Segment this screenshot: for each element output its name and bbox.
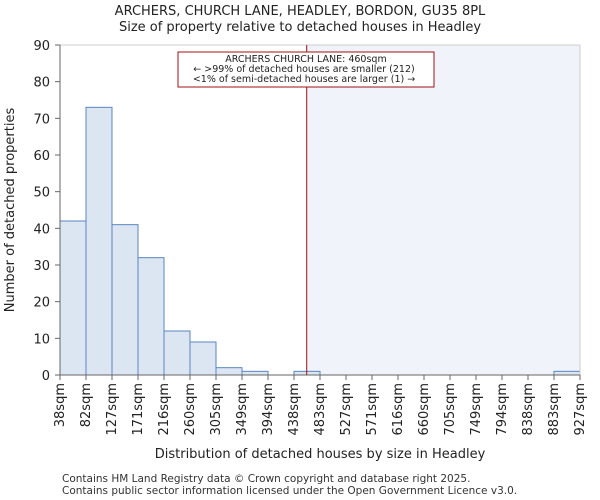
annotation-box: ARCHERS CHURCH LANE: 460sqm ← >99% of de…: [177, 51, 435, 88]
y-tick-label: 0: [42, 369, 50, 384]
x-tick-label: 82sqm: [79, 383, 94, 427]
bar: [189, 341, 217, 376]
x-tick-label: 127sqm: [105, 383, 120, 436]
bar: [215, 367, 243, 376]
x-tick-label: 483sqm: [313, 383, 328, 436]
bar: [111, 224, 139, 376]
x-tick-label: 305sqm: [209, 383, 224, 436]
x-tick-label: 349sqm: [235, 383, 250, 436]
x-tick-label: 171sqm: [131, 383, 146, 436]
x-tick-label: 260sqm: [183, 383, 198, 436]
bar: [59, 220, 87, 376]
annotation-line-3: <1% of semi-detached houses are larger (…: [193, 74, 415, 85]
y-tick-label: 80: [33, 76, 50, 91]
x-tick-label: 527sqm: [339, 383, 354, 436]
y-tick-label: 50: [33, 186, 50, 201]
x-tick-label: 216sqm: [157, 383, 172, 436]
y-tick-label: 70: [33, 112, 50, 127]
bar: [241, 370, 269, 376]
x-tick-label: 838sqm: [521, 383, 536, 436]
chart-subtitle: Size of property relative to detached ho…: [118, 20, 482, 35]
y-tick-label: 30: [33, 259, 50, 274]
chart-title: ARCHERS, CHURCH LANE, HEADLEY, BORDON, G…: [114, 4, 486, 19]
footer-line-2: Contains public sector information licen…: [62, 485, 518, 497]
x-tick-label: 749sqm: [469, 383, 484, 436]
bar: [137, 257, 165, 376]
y-tick-label: 10: [33, 332, 50, 347]
x-tick-label: 616sqm: [391, 383, 406, 436]
bar: [163, 330, 191, 376]
footer-line-1: Contains HM Land Registry data © Crown c…: [62, 473, 471, 485]
larger-region-highlight: [306, 45, 580, 375]
x-tick-label: 438sqm: [287, 383, 302, 436]
x-tick-label: 571sqm: [365, 383, 380, 436]
x-tick-label: 927sqm: [573, 383, 588, 436]
y-axis-label: Number of detached properties: [3, 108, 18, 313]
annotation-rect: [177, 51, 435, 88]
bar: [85, 106, 113, 376]
x-tick-label: 394sqm: [261, 383, 276, 436]
y-tick-label: 90: [33, 39, 50, 54]
y-tick-label: 40: [33, 222, 50, 237]
x-tick-label: 38sqm: [53, 383, 68, 427]
x-tick-label: 660sqm: [417, 383, 432, 436]
bar: [553, 370, 581, 376]
y-tick-label: 60: [33, 149, 50, 164]
annotation-line-2: ← >99% of detached houses are smaller (2…: [193, 64, 414, 75]
y-tick-label: 20: [33, 296, 50, 311]
x-axis-label: Distribution of detached houses by size …: [155, 447, 486, 462]
x-tick-label: 883sqm: [547, 383, 562, 436]
x-tick-label: 794sqm: [495, 383, 510, 436]
annotation-line-1: ARCHERS CHURCH LANE: 460sqm: [225, 54, 386, 65]
x-tick-label: 705sqm: [443, 383, 458, 436]
